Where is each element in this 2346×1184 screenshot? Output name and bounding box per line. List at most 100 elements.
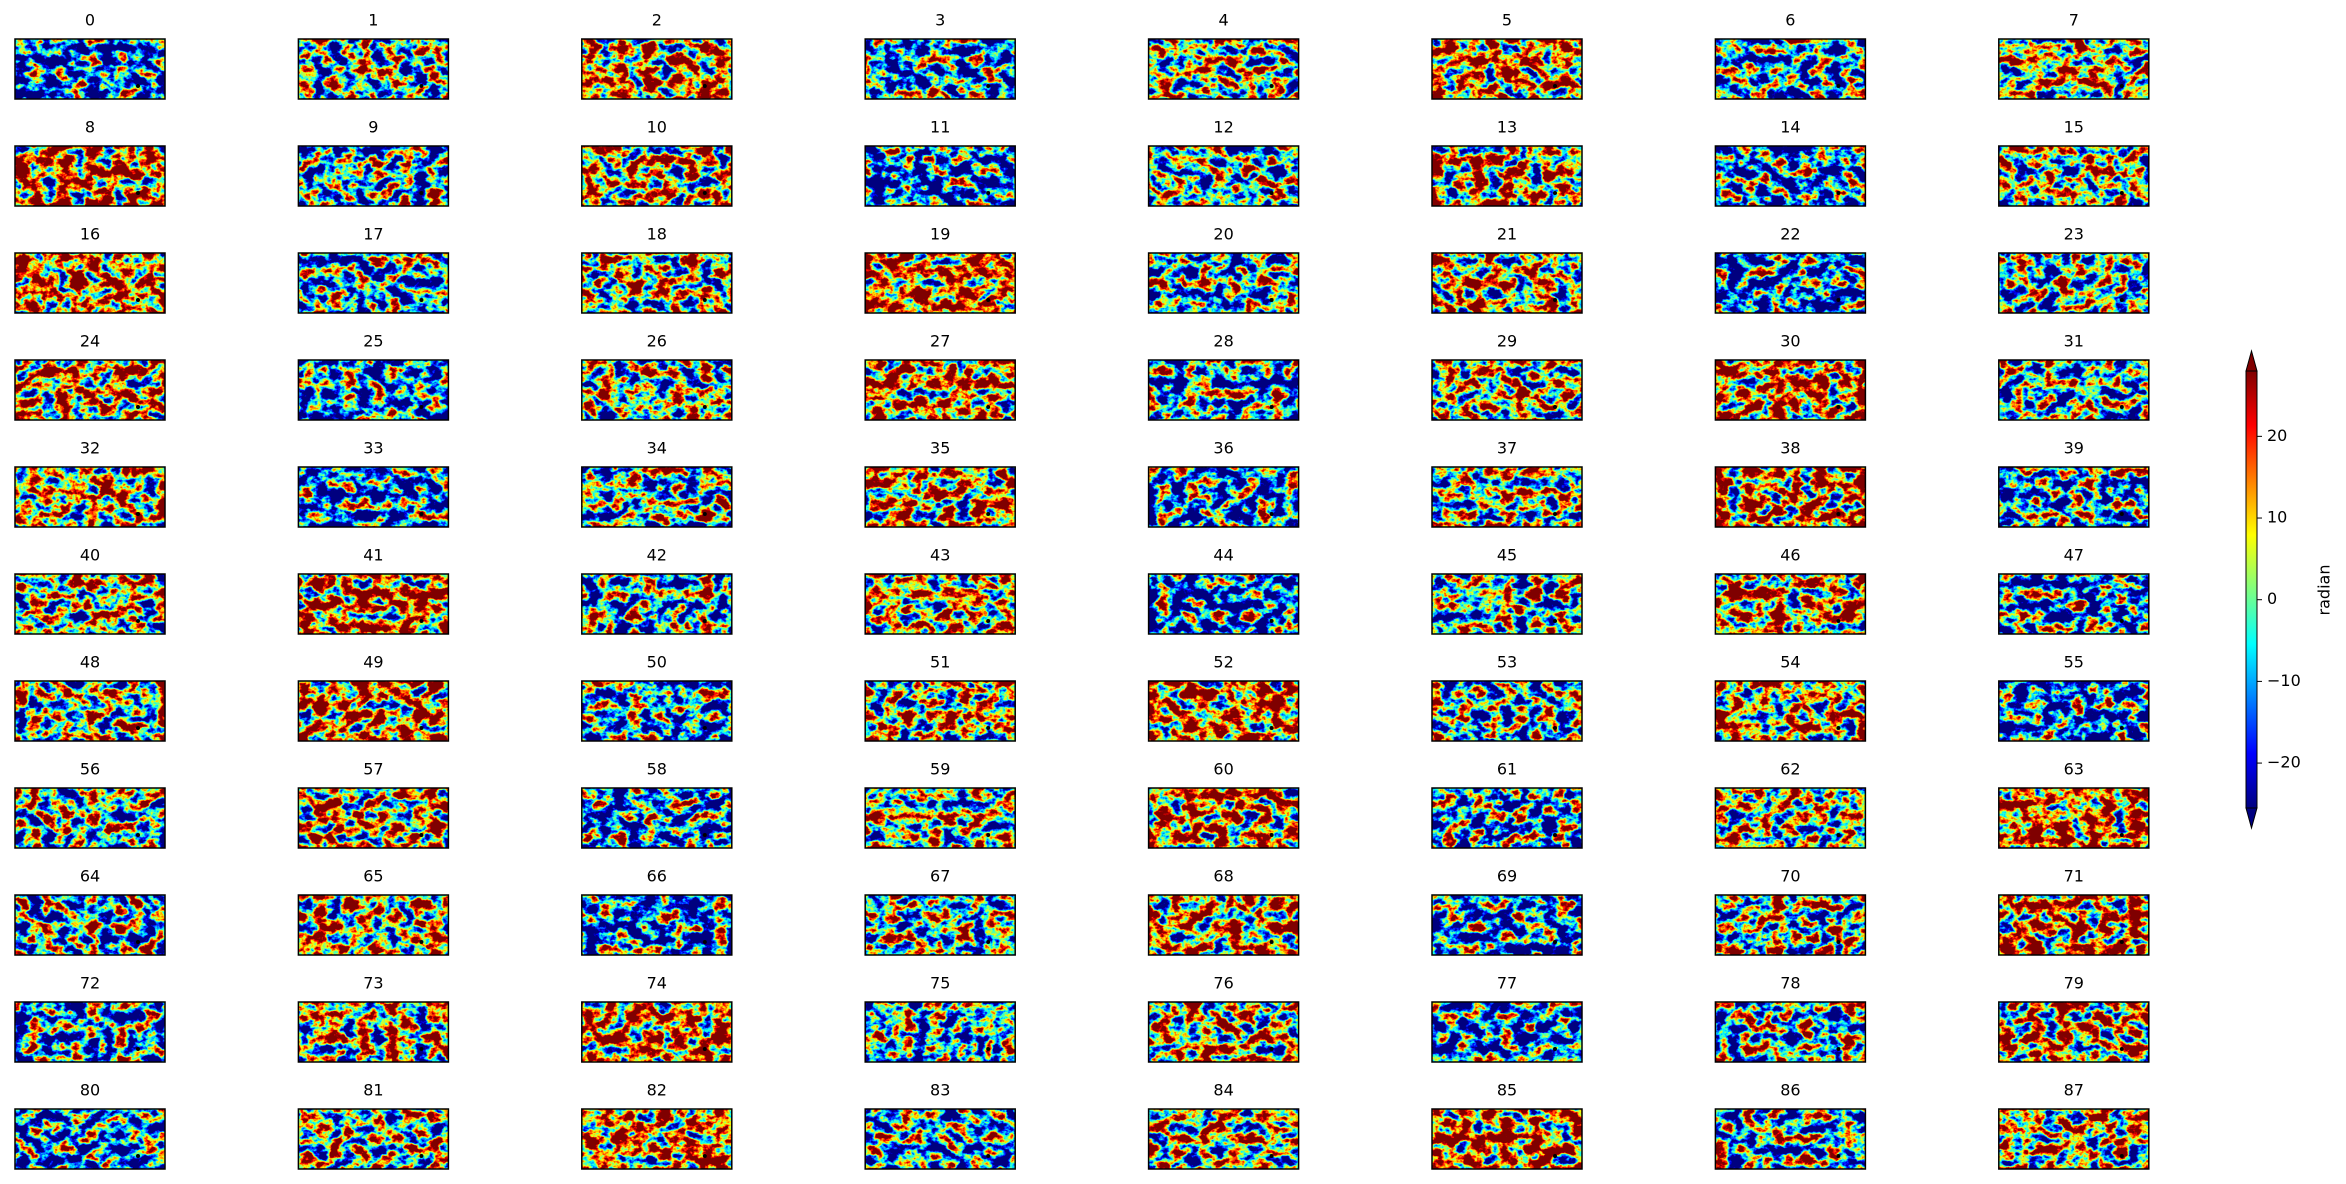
panel-field — [298, 467, 449, 527]
panel-title: 35 — [930, 439, 950, 458]
panel-frame — [1714, 894, 1867, 956]
panel-frame — [1714, 573, 1867, 635]
panel: 76 — [1147, 974, 1300, 1063]
panel-frame — [864, 894, 1016, 956]
station-marker — [419, 1154, 424, 1158]
station-marker — [1836, 1047, 1841, 1051]
station-marker — [1269, 619, 1274, 623]
panel-frame — [297, 252, 450, 314]
panel-title: 2 — [652, 11, 662, 30]
panel: 79 — [1998, 974, 2150, 1063]
panel-field — [1998, 146, 2149, 206]
station-marker — [986, 512, 991, 516]
panel-title: 65 — [363, 867, 383, 886]
station-marker — [1553, 619, 1557, 623]
panel-title: 58 — [647, 760, 667, 779]
panel-frame — [581, 787, 733, 849]
panel-field — [865, 39, 1016, 99]
station-marker — [1269, 726, 1274, 730]
panel-title: 29 — [1497, 332, 1517, 351]
panel: 39 — [1998, 439, 2150, 528]
panel-field — [581, 360, 732, 420]
panel: 82 — [581, 1081, 733, 1170]
panel: 87 — [1998, 1081, 2150, 1170]
panel-field — [1715, 39, 1866, 99]
panel-title: 86 — [1780, 1081, 1800, 1100]
panel-title: 40 — [80, 546, 100, 565]
panel-title: 63 — [2064, 760, 2084, 779]
panel-field — [1432, 1109, 1582, 1169]
panel-title: 8 — [85, 118, 95, 137]
panel-field — [298, 788, 449, 848]
panel-title: 44 — [1213, 546, 1233, 565]
panel-field — [15, 39, 165, 99]
panel-field — [15, 895, 165, 955]
station-marker — [419, 405, 424, 409]
panel-field — [1998, 1002, 2149, 1062]
station-marker — [2119, 1154, 2124, 1158]
panel-frame — [297, 787, 450, 849]
station-marker — [136, 405, 140, 409]
colorbar-tick-label: −10 — [2267, 671, 2301, 690]
station-marker — [419, 298, 424, 302]
panel: 9 — [297, 118, 450, 207]
colorbar-gradient — [2245, 370, 2258, 809]
panel-field — [298, 574, 449, 634]
panel-field — [298, 895, 449, 955]
panel: 10 — [581, 118, 733, 207]
panel-title: 36 — [1213, 439, 1233, 458]
station-marker — [1553, 84, 1557, 88]
panel: 69 — [1431, 867, 1583, 956]
panel: 45 — [1431, 546, 1583, 635]
panel: 21 — [1431, 225, 1583, 314]
panel-title: 20 — [1213, 225, 1233, 244]
panel-frame — [297, 359, 450, 421]
panel-title: 85 — [1497, 1081, 1517, 1100]
panel-frame — [581, 466, 733, 528]
panel-title: 69 — [1497, 867, 1517, 886]
station-marker — [702, 833, 707, 837]
panel-title: 21 — [1497, 225, 1517, 244]
panel-field — [865, 681, 1016, 741]
colorbar: −20 −10 0 10 20 — [2245, 349, 2301, 830]
panel-field — [1998, 467, 2149, 527]
panel-title: 43 — [930, 546, 950, 565]
panel-title: 24 — [80, 332, 100, 351]
panel-title: 41 — [363, 546, 383, 565]
panel-field — [1715, 146, 1866, 206]
panel-field — [298, 360, 449, 420]
panel-title: 7 — [2069, 11, 2079, 30]
station-marker — [1269, 405, 1274, 409]
station-marker — [2119, 405, 2124, 409]
panel: 36 — [1147, 439, 1300, 528]
panel-title: 9 — [368, 118, 378, 137]
station-marker — [986, 298, 991, 302]
panel-frame — [1147, 1108, 1300, 1170]
panel-frame — [297, 1108, 450, 1170]
panel-title: 5 — [1502, 11, 1512, 30]
station-marker — [702, 726, 707, 730]
panel-frame — [1998, 359, 2150, 421]
panel-frame — [1431, 1001, 1583, 1063]
panel-title: 83 — [930, 1081, 950, 1100]
panel: 24 — [14, 332, 166, 421]
panel-field — [865, 1109, 1016, 1169]
panel: 29 — [1431, 332, 1583, 421]
panel: 7 — [1998, 11, 2150, 100]
panel: 64 — [14, 867, 166, 956]
station-marker — [419, 619, 424, 623]
panel-frame — [1998, 252, 2150, 314]
panel-title: 38 — [1780, 439, 1800, 458]
station-marker — [419, 84, 424, 88]
panel-frame — [1431, 359, 1583, 421]
panel-field — [581, 39, 732, 99]
panel: 63 — [1998, 760, 2150, 849]
panel: 5 — [1431, 11, 1583, 100]
panel-title: 6 — [1785, 11, 1795, 30]
panel-frame — [581, 894, 733, 956]
panel-title: 55 — [2064, 653, 2084, 672]
panel-frame — [1431, 38, 1583, 100]
panel-title: 57 — [363, 760, 383, 779]
station-marker — [2119, 512, 2124, 516]
panel-frame — [1998, 680, 2150, 742]
